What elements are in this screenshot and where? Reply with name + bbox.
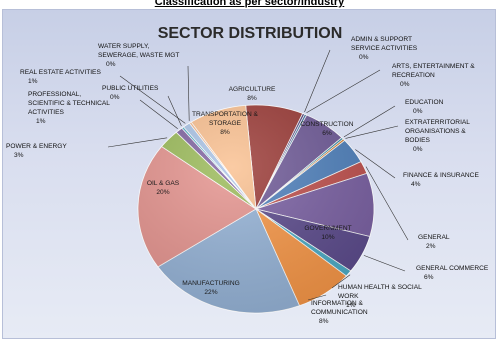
slice-label-18: WATER SUPPLY, SEWERAGE, WASTE MGT 0% — [98, 43, 179, 68]
slice-label-10: HUMAN HEALTH & SOCIAL WORK 1% — [338, 284, 422, 309]
slice-name-2: ARTS, ENTERTAINMENT & — [392, 63, 475, 70]
slice-label-17: REAL ESTATE ACTIVITIES 1% — [20, 69, 101, 85]
slice-percent-0: 8% — [247, 95, 257, 102]
slice-name-9: GENERAL COMMERCE — [416, 265, 489, 272]
slice-percent-14: 3% — [14, 152, 24, 159]
slice-name-11: INFORMATION & — [311, 300, 363, 307]
slice-label-19: TRANSPORTATION & STORAGE 8% — [192, 111, 259, 136]
slice-name-16: PUBLIC UTILITIES — [102, 85, 159, 92]
slice-percent-2: 0% — [400, 81, 410, 88]
slice-percent-18: 0% — [106, 61, 116, 68]
slice-percent-16: 0% — [110, 94, 120, 101]
slice-label-0: AGRICULTURE 8% — [229, 86, 276, 102]
slice-name-3: CONSTRUCTION — [300, 121, 353, 128]
slice-percent-5: 0% — [413, 146, 423, 153]
leader-line-11 — [307, 294, 327, 301]
slice-name-4: EDUCATION — [405, 99, 444, 106]
slice-name-15: SCIENTIFIC & TECHNICAL — [28, 100, 110, 107]
slice-label-15: PROFESSIONAL, SCIENTIFIC & TECHNICAL ACTIV… — [28, 91, 110, 125]
slice-labels: AGRICULTURE 8% ADMIN & SUPPORT SERVICE ACTI… — [6, 36, 489, 325]
leader-line-2 — [306, 69, 381, 114]
leader-line-17 — [119, 75, 186, 124]
slice-name-10: HUMAN HEALTH & SOCIAL — [338, 284, 422, 291]
leader-line-18 — [187, 65, 190, 121]
slice-name-2: RECREATION — [392, 72, 435, 79]
leader-line-7 — [365, 166, 409, 241]
slice-name-10: WORK — [338, 293, 359, 300]
slice-percent-10: 1% — [346, 302, 356, 309]
slice-label-9: GENERAL COMMERCE 6% — [416, 265, 489, 281]
slice-percent-11: 8% — [319, 318, 329, 325]
slice-label-12: MANUFACTURING 22% — [182, 280, 240, 296]
leader-line-1 — [304, 49, 331, 113]
pie-slices — [137, 104, 375, 314]
slice-name-12: MANUFACTURING — [182, 280, 240, 287]
slice-name-5: ORGANISATIONS & — [405, 128, 466, 135]
slice-percent-19: 8% — [220, 129, 230, 136]
leader-line-16 — [167, 95, 182, 127]
slice-percent-6: 4% — [411, 181, 421, 188]
slice-name-5: EXTRATERRITORIAL — [405, 119, 470, 126]
slice-name-1: SERVICE ACTIVITIES — [351, 45, 418, 52]
slice-percent-8: 10% — [321, 234, 334, 241]
slice-name-8: GOVERNMENT — [304, 225, 351, 232]
leader-line-10 — [331, 274, 351, 289]
slice-percent-12: 22% — [204, 289, 217, 296]
slice-name-13: OIL & GAS — [147, 180, 180, 187]
slice-percent-4: 0% — [413, 108, 423, 115]
slice-name-19: TRANSPORTATION & — [192, 111, 259, 118]
slice-percent-9: 6% — [424, 274, 434, 281]
slice-name-15: PROFESSIONAL, — [28, 91, 81, 98]
slice-percent-13: 20% — [156, 189, 169, 196]
slice-name-5: BODIES — [405, 137, 431, 144]
slice-label-8: GOVERNMENT 10% — [304, 225, 351, 241]
slice-name-14: POWER & ENERGY — [6, 143, 67, 150]
slice-label-16: PUBLIC UTILITIES 0% — [102, 85, 159, 101]
slice-label-11: INFORMATION & COMMUNICATION 8% — [311, 300, 368, 325]
leader-line-15 — [139, 99, 178, 129]
leader-line-9 — [363, 255, 406, 272]
slice-label-13: OIL & GAS 20% — [147, 180, 180, 196]
leader-line-4 — [343, 105, 396, 138]
leader-line-6 — [355, 149, 396, 179]
slice-name-0: AGRICULTURE — [229, 86, 276, 93]
slice-label-6: FINANCE & INSURANCE 4% — [403, 172, 479, 188]
slice-name-18: WATER SUPPLY, — [98, 43, 150, 50]
slice-name-15: ACTIVITIES — [28, 109, 65, 116]
slice-percent-1: 0% — [359, 54, 369, 61]
slice-name-6: FINANCE & INSURANCE — [403, 172, 479, 179]
slice-name-7: GENERAL — [418, 234, 450, 241]
slice-percent-3: 6% — [322, 130, 332, 137]
slice-name-11: COMMUNICATION — [311, 309, 368, 316]
slice-name-19: STORAGE — [209, 120, 242, 127]
slice-label-7: GENERAL 2% — [418, 234, 450, 250]
slice-name-17: REAL ESTATE ACTIVITIES — [20, 69, 101, 76]
slice-percent-7: 2% — [426, 243, 436, 250]
slice-label-3: CONSTRUCTION 6% — [300, 121, 353, 137]
slice-label-2: ARTS, ENTERTAINMENT & RECREATION 0% — [392, 63, 475, 88]
leader-line-14 — [107, 137, 168, 148]
slice-label-4: EDUCATION 0% — [405, 99, 444, 115]
slice-label-14: POWER & ENERGY 3% — [6, 143, 67, 159]
slice-percent-15: 1% — [36, 118, 46, 125]
slice-label-1: ADMIN & SUPPORT SERVICE ACTIVITIES 0% — [351, 36, 418, 61]
slice-label-5: EXTRATERRITORIAL ORGANISATIONS & BODIES 0% — [405, 119, 470, 153]
leader-line-5 — [345, 125, 399, 139]
slice-name-18: SEWERAGE, WASTE MGT — [98, 52, 179, 59]
page-heading: Classification as per sector/industry — [154, 0, 345, 8]
chart-title: SECTOR DISTRIBUTION — [158, 25, 343, 42]
slice-percent-17: 1% — [28, 78, 38, 85]
slice-name-1: ADMIN & SUPPORT — [351, 36, 412, 43]
leader-lines — [107, 49, 409, 301]
